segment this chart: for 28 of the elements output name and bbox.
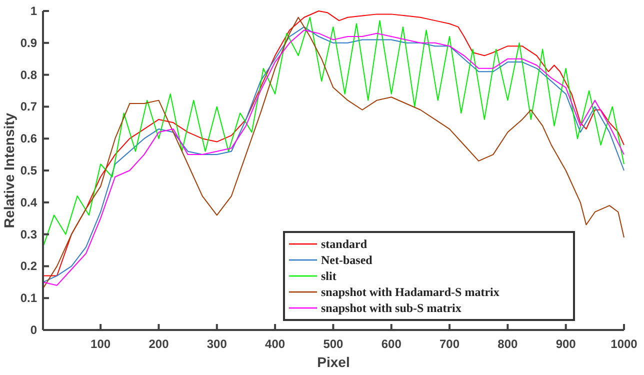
y-tick-label: 0.7 — [20, 100, 38, 114]
x-tick-label: 500 — [323, 337, 344, 351]
y-tick-label: 1 — [30, 4, 38, 18]
y-tick-label: 0.5 — [20, 164, 38, 178]
x-tick-label: 600 — [381, 337, 402, 351]
x-axis-title: Pixel — [317, 354, 350, 370]
x-tick-label: 100 — [90, 337, 111, 351]
x-tick-label: 400 — [265, 337, 286, 351]
y-tick-label: 0.2 — [20, 259, 38, 274]
legend-label: slit — [321, 269, 336, 283]
x-tick-label: 300 — [206, 337, 228, 351]
x-tick-label: 1000 — [610, 337, 638, 351]
y-tick-label: 0.1 — [20, 291, 38, 306]
x-tick-label: 700 — [440, 337, 460, 351]
x-tick-label: 200 — [148, 337, 170, 351]
x-tick-label: 900 — [556, 337, 576, 351]
y-tick-label: 0.3 — [20, 227, 38, 242]
y-tick-label: 0.9 — [20, 36, 38, 50]
legend-label: snapshot with sub-S matrix — [321, 301, 462, 315]
legend-label: standard — [321, 237, 368, 251]
legend-label: snapshot with Hadamard-S matrix — [321, 285, 500, 299]
y-tick-label: 0.6 — [20, 132, 38, 146]
y-tick-label: 0.8 — [20, 68, 38, 82]
y-axis-title: Relative Intensity — [1, 112, 17, 228]
y-tick-label: 0.4 — [20, 195, 38, 210]
x-tick-label: 800 — [498, 337, 518, 351]
y-tick-label: 0 — [30, 323, 38, 337]
legend-label: Net-based — [321, 253, 373, 267]
